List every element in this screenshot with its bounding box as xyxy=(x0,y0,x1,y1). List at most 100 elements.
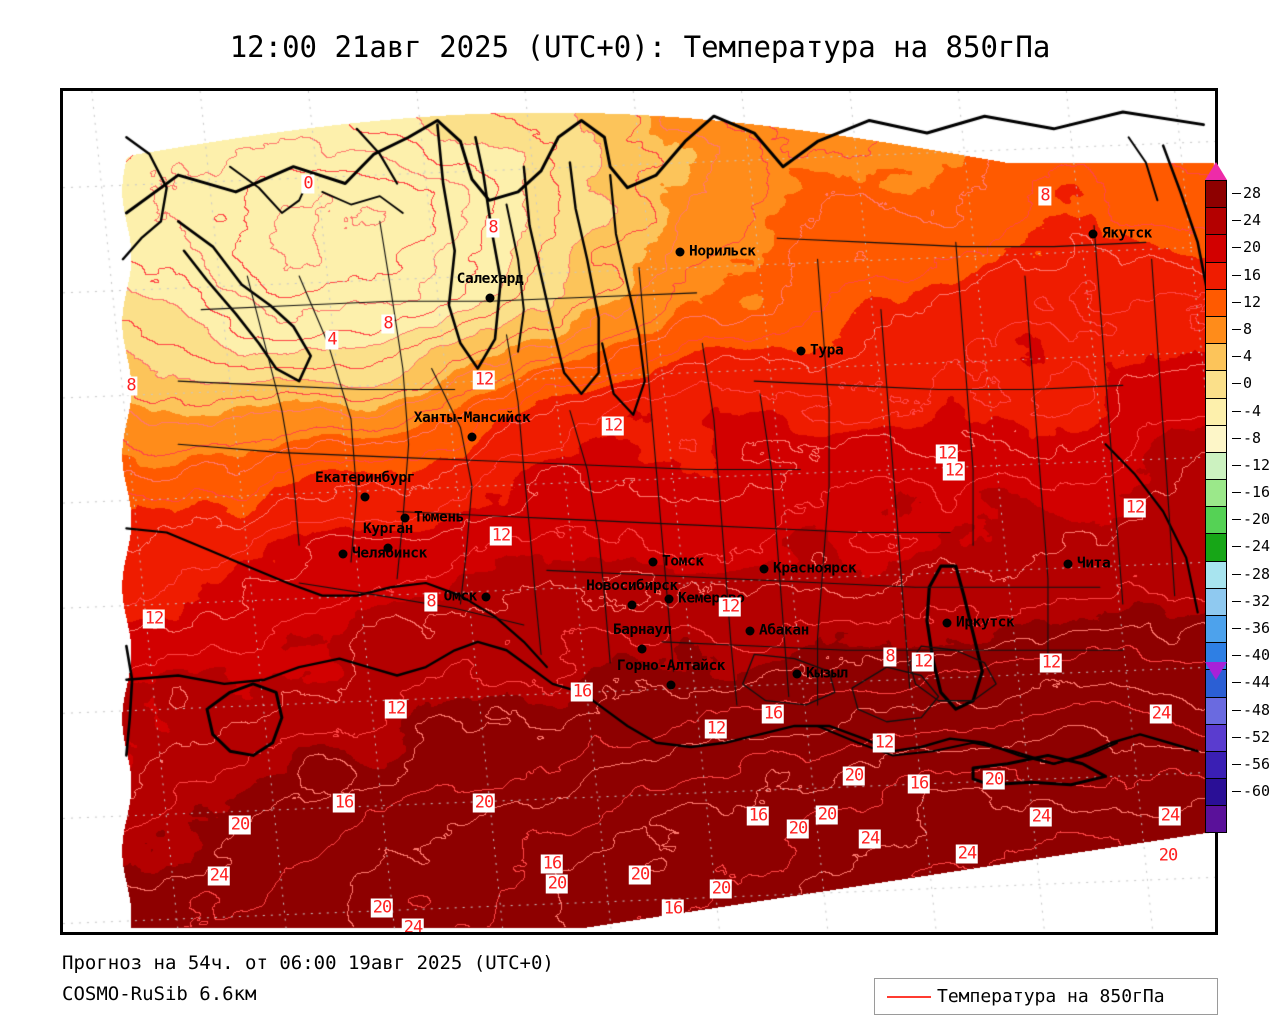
colorbar-swatch xyxy=(1205,615,1227,643)
colorbar-swatch xyxy=(1205,750,1227,779)
legend-line-icon xyxy=(887,995,931,998)
city-label: Ханты-Мансийск xyxy=(413,409,531,426)
colorbar-tick: 12 xyxy=(1232,289,1270,316)
colorbar-tick: -4 xyxy=(1232,398,1270,425)
colorbar-swatch xyxy=(1205,778,1227,806)
model-info-line: COSMO-RuSib 6.6км xyxy=(62,983,257,1005)
contour-label: 12 xyxy=(911,651,935,672)
colorbar-swatch xyxy=(1205,533,1227,561)
colorbar-tick: 4 xyxy=(1232,343,1270,370)
colorbar-tick: 28 xyxy=(1232,180,1270,207)
city-label: Якутск xyxy=(1102,225,1152,242)
contour-label: 20 xyxy=(628,864,652,885)
contour-label: 16 xyxy=(907,773,931,794)
city-dot-icon xyxy=(675,247,685,257)
city-dot-icon xyxy=(338,549,348,559)
forecast-info-line: Прогноз на 54ч. от 06:00 19авг 2025 (UTC… xyxy=(62,952,554,974)
city-dot-icon xyxy=(792,669,802,679)
contour-label: 8 xyxy=(381,313,395,334)
colorbar-tick: -36 xyxy=(1232,615,1270,642)
contour-label: 20 xyxy=(982,769,1006,790)
city-dot-icon xyxy=(1088,229,1098,239)
city-dot-icon xyxy=(360,492,370,502)
city-dot-icon xyxy=(485,293,495,303)
city-label: Иркутск xyxy=(956,614,1015,631)
contour-label: 24 xyxy=(955,843,979,864)
contour-label: 20 xyxy=(709,878,733,899)
colorbar-swatch xyxy=(1205,288,1227,316)
colorbar-swatch xyxy=(1205,723,1227,751)
contour-label: 12 xyxy=(1039,652,1063,673)
colorbar-tick: -16 xyxy=(1232,479,1270,506)
contour-label: 24 xyxy=(401,918,425,932)
colorbar-tick: 20 xyxy=(1232,234,1270,261)
contour-label: 20 xyxy=(842,765,866,786)
colorbar-tick: -56 xyxy=(1232,751,1270,778)
contour-label: 8 xyxy=(486,217,500,238)
city-dot-icon xyxy=(648,557,658,567)
city-label: Новосибирск xyxy=(586,577,678,594)
city-dot-icon xyxy=(467,432,477,442)
contour-label: 16 xyxy=(540,853,564,874)
city-dot-icon xyxy=(666,680,676,690)
city-dot-icon xyxy=(664,594,674,604)
city-label: Абакан xyxy=(759,622,809,639)
colorbar-swatch xyxy=(1205,261,1227,289)
colorbar-swatch xyxy=(1205,506,1227,534)
contour-label: 20 xyxy=(228,814,252,835)
city-label: Томск xyxy=(662,553,704,570)
city-label: Барнаул xyxy=(612,621,672,638)
contour-label: 16 xyxy=(332,792,356,813)
city-label: Красноярск xyxy=(773,560,857,577)
contour-label: 24 xyxy=(207,865,231,886)
city-dot-icon xyxy=(745,626,755,636)
contour-label: 12 xyxy=(142,608,166,629)
contour-label: 16 xyxy=(570,681,594,702)
temperature-heatmap-canvas xyxy=(63,91,1215,932)
city-label: Курган xyxy=(363,520,413,537)
city-label: Тюмень xyxy=(414,509,464,526)
contour-label: 0 xyxy=(301,173,315,194)
colorbar xyxy=(1205,180,1227,833)
colorbar-tick: -8 xyxy=(1232,425,1270,452)
map-frame[interactable]: Якутск Норильск Тура Салехард Ханты-Мансийск… xyxy=(60,88,1218,935)
city-dot-icon xyxy=(796,346,806,356)
colorbar-swatch xyxy=(1205,587,1227,615)
colorbar-tick: 24 xyxy=(1232,207,1270,234)
contour-label: 12 xyxy=(935,443,959,464)
colorbar-tick: -52 xyxy=(1232,724,1270,751)
city-label: Омск xyxy=(443,588,478,605)
contour-label: 12 xyxy=(1123,497,1147,518)
city-label: Салехард xyxy=(456,270,524,287)
colorbar-swatch xyxy=(1205,397,1227,425)
contour-label: 16 xyxy=(746,805,770,826)
contour-label: 16 xyxy=(761,703,785,724)
contour-label: 12 xyxy=(601,415,625,436)
colorbar-swatch xyxy=(1205,805,1227,833)
colorbar-swatch xyxy=(1205,315,1227,344)
city-dot-icon xyxy=(627,600,637,610)
city-label: Чита xyxy=(1077,555,1111,572)
contour-label: 20 xyxy=(815,804,839,825)
contour-label: 24 xyxy=(1158,805,1182,826)
contour-label: 4 xyxy=(325,329,339,350)
colorbar-tick: -12 xyxy=(1232,452,1270,479)
colorbar-swatch xyxy=(1205,451,1227,480)
contour-label: 12 xyxy=(704,718,728,739)
colorbar-tick: 0 xyxy=(1232,370,1270,397)
colorbar-tick: -32 xyxy=(1232,588,1270,615)
colorbar-over-arrow-icon xyxy=(1205,162,1227,180)
contour-label: 24 xyxy=(858,828,882,849)
colorbar-swatch xyxy=(1205,696,1227,724)
city-dot-icon xyxy=(1063,559,1073,569)
city-label: Горно-Алтайск xyxy=(616,657,726,674)
city-label: Тура xyxy=(810,342,844,359)
colorbar-tick: -28 xyxy=(1232,561,1270,588)
colorbar-swatch xyxy=(1205,424,1227,452)
colorbar-tick: -24 xyxy=(1232,533,1270,560)
contour-label: 12 xyxy=(718,596,742,617)
colorbar-swatch xyxy=(1205,479,1227,507)
contour-label: 20 xyxy=(472,792,496,813)
city-dot-icon xyxy=(759,564,769,574)
colorbar-tick: -48 xyxy=(1232,697,1270,724)
